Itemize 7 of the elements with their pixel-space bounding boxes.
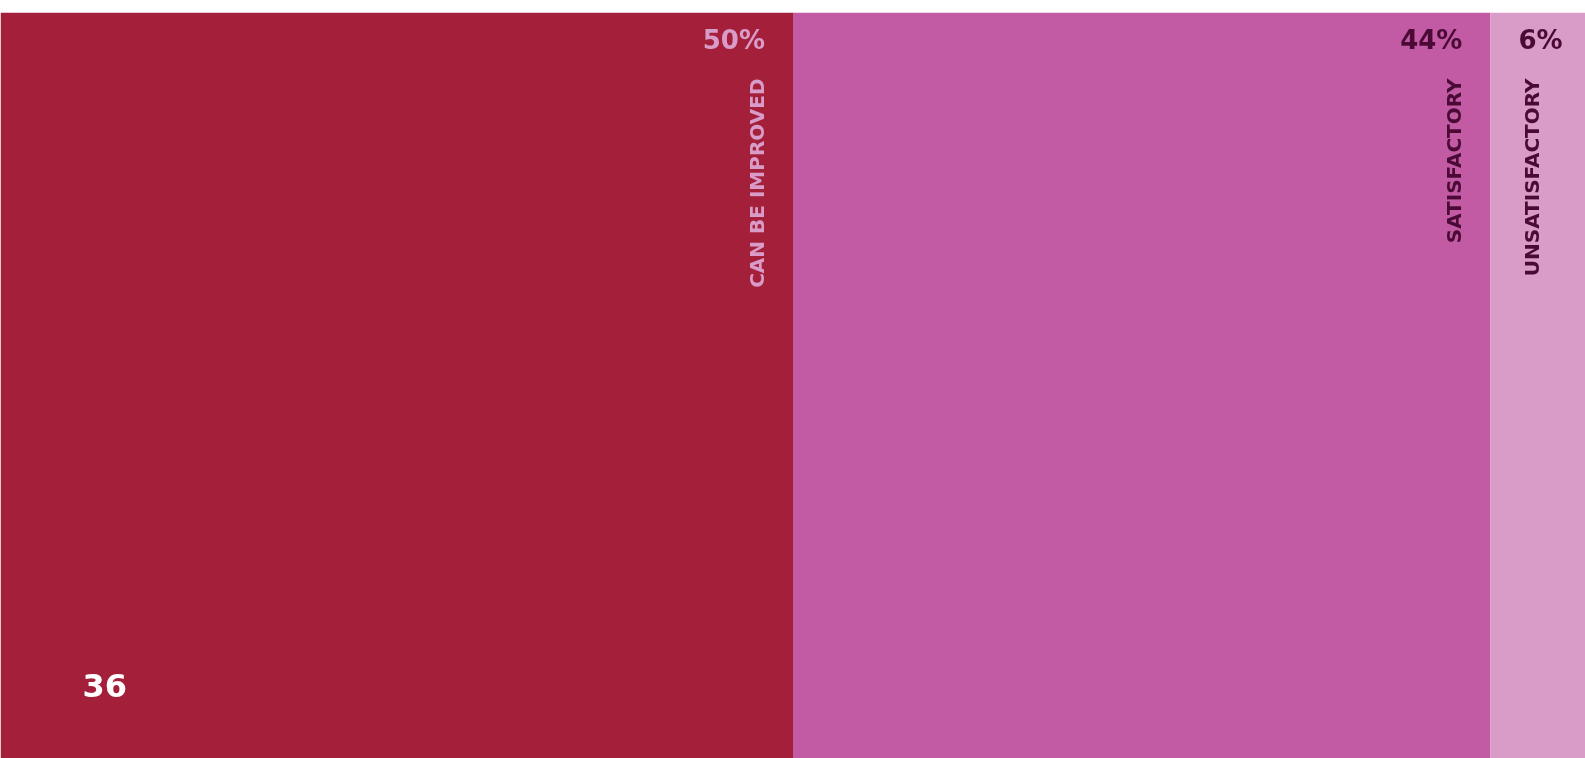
annotation: 36 [82, 666, 128, 705]
data-label: 6% [1518, 24, 1563, 55]
series-label: CAN BE IMPROVED [745, 78, 769, 288]
data-label: 50% [702, 24, 765, 55]
data-label: 44% [1400, 24, 1463, 55]
series-label: SATISFACTORY [1442, 77, 1467, 244]
series-label: UNSATISFACTORY [1520, 77, 1545, 277]
